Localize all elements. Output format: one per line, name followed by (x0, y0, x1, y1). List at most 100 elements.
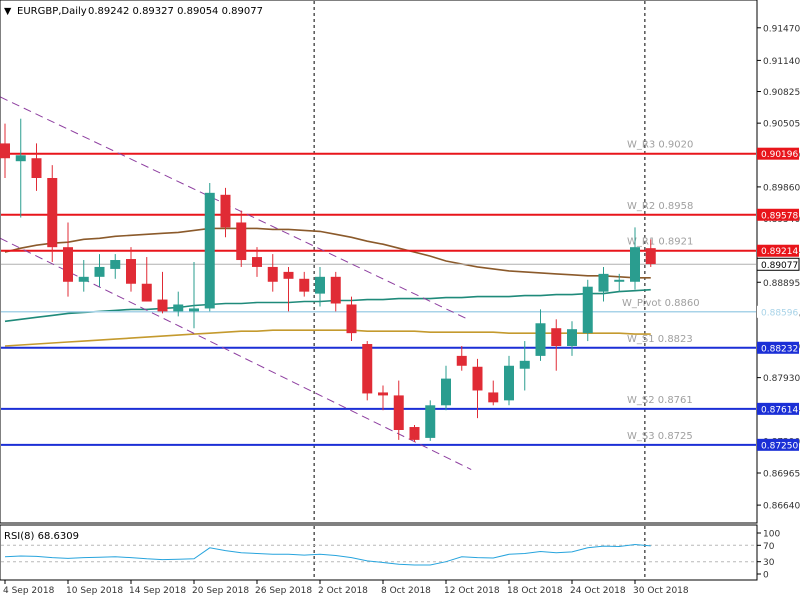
candle[interactable] (567, 321, 577, 356)
candle[interactable] (488, 380, 499, 406)
candle-body (63, 247, 73, 282)
level-label-w_r2: W_R2 0.8958 (627, 201, 693, 212)
candle[interactable] (535, 309, 546, 361)
price-box-w_s3 (757, 438, 799, 451)
time-axis: 4 Sep 2018 10 Sep 2018 14 Sep 2018 20 Sep 2… (3, 580, 689, 596)
candle-body (78, 276, 89, 282)
rsi-title: RSI(8) 68.6309 (4, 531, 79, 542)
candle[interactable] (315, 266, 325, 307)
candle-body (630, 247, 640, 282)
candle-body (31, 158, 42, 178)
time-tick-label: 2 Oct 2018 (318, 586, 368, 596)
rsi-indicator: 100 70 30 0 (1, 530, 780, 581)
candle[interactable] (110, 254, 121, 279)
candle-body (362, 344, 373, 394)
candle-body (236, 222, 247, 261)
candle-body (441, 378, 451, 406)
candle[interactable] (472, 358, 483, 419)
candle[interactable] (393, 380, 404, 440)
price-tick-label: 0.89860 (763, 183, 800, 193)
price-box-w_r2 (757, 208, 799, 221)
candle-body (173, 304, 184, 312)
candle[interactable] (551, 319, 562, 371)
candle[interactable] (267, 254, 278, 292)
collapse-arrow-icon[interactable]: ▼ (4, 6, 12, 17)
candle[interactable] (598, 266, 609, 302)
time-tick-label: 14 Sep 2018 (129, 586, 186, 596)
time-tick-label: 12 Oct 2018 (444, 586, 500, 596)
price-box-w_s1 (757, 341, 799, 354)
rsi-pane[interactable] (0, 524, 758, 581)
candle[interactable] (126, 247, 136, 292)
time-tick-label: 10 Sep 2018 (66, 586, 123, 596)
candle-body (283, 271, 294, 279)
candle[interactable] (220, 187, 231, 238)
candle[interactable] (299, 271, 310, 297)
time-tick-label: 4 Sep 2018 (3, 586, 55, 596)
candle-body (204, 192, 215, 309)
candle-body (645, 248, 656, 264)
candle[interactable] (204, 182, 215, 312)
price-tick-label: 0.86965 (763, 469, 800, 479)
candle[interactable] (346, 296, 357, 342)
candle[interactable] (330, 271, 341, 312)
candle-body (488, 392, 499, 403)
candle[interactable] (47, 165, 58, 262)
level-label-w_pivot: W_Pivot 0.8860 (622, 298, 700, 309)
rsi-tick-label: 100 (763, 530, 780, 540)
price-box-label-w_s1: 0.88232 (761, 344, 798, 354)
candle[interactable] (63, 222, 73, 297)
price-tick-label: 0.86640 (763, 502, 800, 512)
candle[interactable] (441, 365, 451, 411)
level-label-w_r3: W_R3 0.9020 (627, 140, 693, 151)
ohlc-readout: 0.89242 0.89327 0.89054 0.89077 (88, 6, 263, 17)
candle[interactable] (94, 254, 105, 287)
candle[interactable] (236, 210, 247, 267)
candle[interactable] (630, 227, 640, 290)
price-box-label-w_r2: 0.89578 (761, 211, 798, 221)
candle[interactable] (645, 239, 656, 267)
candle[interactable] (78, 260, 89, 292)
candle[interactable] (173, 291, 184, 317)
candle-body (47, 178, 58, 248)
candle-body (551, 328, 562, 346)
period-separators (313, 1, 646, 579)
candle-body (472, 366, 483, 391)
rsi-tick-label: 0 (763, 571, 769, 581)
candle-body (267, 266, 278, 282)
candle-body (456, 355, 467, 366)
candle[interactable] (15, 118, 26, 218)
candle[interactable] (31, 143, 42, 191)
candle-body (614, 279, 625, 282)
candle[interactable] (141, 257, 152, 302)
candle[interactable] (456, 346, 467, 371)
price-box-label-w_pivot: 0.88596 (761, 308, 798, 318)
candle[interactable] (519, 341, 530, 391)
price-box-w_pivot (757, 305, 799, 318)
price-box-w_r3 (757, 147, 799, 160)
price-box-label-w_s3: 0.87250 (761, 441, 798, 451)
price-tick-label: 0.90825 (763, 88, 800, 98)
candle[interactable] (283, 266, 294, 312)
candles (0, 118, 656, 442)
candle-body (157, 299, 168, 312)
candle[interactable] (362, 341, 373, 401)
candle[interactable] (157, 271, 168, 314)
candle[interactable] (614, 273, 625, 292)
candle-body (315, 276, 325, 294)
candle[interactable] (409, 425, 420, 442)
price-tick-label: 0.88895 (763, 279, 800, 289)
candle[interactable] (189, 262, 199, 329)
price-axis: 0.914700.911400.908250.905050.901900.898… (756, 24, 800, 512)
candle-body (409, 427, 420, 440)
price-tick-label: 0.91470 (763, 24, 800, 34)
candle[interactable] (252, 247, 262, 277)
candle[interactable] (504, 355, 514, 406)
candle[interactable] (582, 279, 593, 342)
candle-body (504, 365, 514, 401)
price-box-label-w_r1: 0.89214 (761, 247, 798, 257)
candle[interactable] (0, 123, 10, 178)
candle[interactable] (378, 385, 388, 411)
candle[interactable] (425, 400, 436, 441)
